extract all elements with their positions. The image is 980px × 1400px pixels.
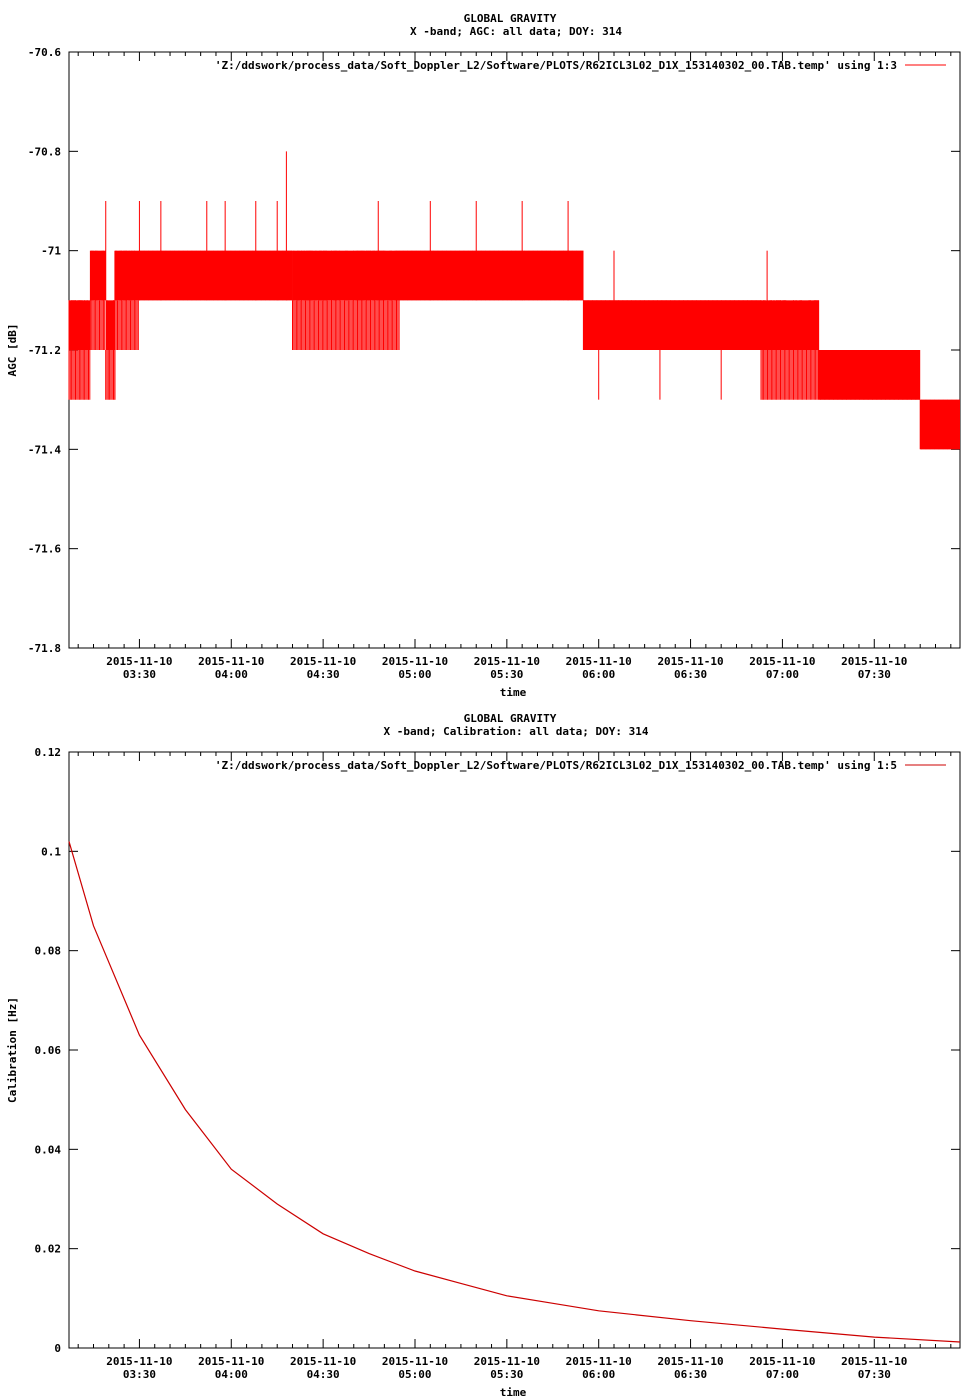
series-layer (68, 841, 961, 1343)
x-tick-label: 04:00 (215, 1368, 248, 1381)
x-tick-label: 07:00 (766, 668, 799, 681)
x-tick-label: 05:30 (490, 668, 523, 681)
agc-chart: GLOBAL GRAVITY X -band; AGC: all data; D… (6, 12, 961, 699)
y-tick-label: 0 (54, 1342, 61, 1355)
x-tick-label: 07:30 (858, 1368, 891, 1381)
y-tick-label: -71.8 (28, 642, 61, 655)
x-tick-label: 05:30 (490, 1368, 523, 1381)
chart-title: GLOBAL GRAVITY (464, 12, 557, 25)
y-tick-label: 0.06 (35, 1044, 62, 1057)
series-band (114, 250, 140, 301)
x-tick-label: 05:00 (398, 668, 431, 681)
x-tick-label: 2015-11-10 (382, 1355, 448, 1368)
x-tick-label: 2015-11-10 (198, 655, 264, 668)
series-line (68, 250, 960, 450)
y-tick-label: -70.8 (28, 145, 61, 158)
x-tick-label: 05:00 (398, 1368, 431, 1381)
x-axis-ticks: 2015-11-1003:302015-11-1004:002015-11-10… (77, 752, 952, 1381)
legend-label: 'Z:/ddswork/process_data/Soft_Doppler_L2… (215, 59, 897, 72)
x-tick-label: 06:00 (582, 1368, 615, 1381)
chart-subtitle: X -band; Calibration: all data; DOY: 314 (384, 725, 649, 738)
x-tick-label: 2015-11-10 (841, 1355, 907, 1368)
y-tick-label: -70.6 (28, 46, 61, 59)
x-tick-label: 03:30 (123, 668, 156, 681)
x-tick-label: 2015-11-10 (290, 655, 356, 668)
x-tick-label: 2015-11-10 (382, 655, 448, 668)
legend-label: 'Z:/ddswork/process_data/Soft_Doppler_L2… (215, 759, 897, 772)
y-axis-label: AGC [dB] (6, 324, 19, 377)
x-tick-label: 07:00 (766, 1368, 799, 1381)
x-tick-label: 2015-11-10 (106, 1355, 172, 1368)
x-tick-label: 04:30 (307, 1368, 340, 1381)
chart-title: GLOBAL GRAVITY (464, 712, 557, 725)
x-axis-label: time (500, 1386, 527, 1399)
x-tick-label: 06:00 (582, 668, 615, 681)
x-tick-label: 2015-11-10 (106, 655, 172, 668)
x-tick-label: 2015-11-10 (749, 655, 815, 668)
plot-frame (68, 751, 961, 1349)
x-tick-label: 2015-11-10 (841, 655, 907, 668)
x-tick-label: 2015-11-10 (749, 1355, 815, 1368)
x-axis-ticks: 2015-11-1003:302015-11-1004:002015-11-10… (77, 52, 952, 681)
y-tick-label: -71.6 (28, 543, 61, 556)
y-tick-label: 0.04 (35, 1143, 62, 1156)
x-tick-label: 2015-11-10 (474, 1355, 540, 1368)
x-tick-label: 06:30 (674, 668, 707, 681)
x-tick-label: 04:00 (215, 668, 248, 681)
y-tick-label: -71.2 (28, 344, 61, 357)
y-tick-label: -71.4 (28, 443, 61, 456)
x-tick-label: 07:30 (858, 668, 891, 681)
chart-subtitle: X -band; AGC: all data; DOY: 314 (410, 25, 622, 38)
series-band (105, 300, 115, 350)
x-tick-label: 03:30 (123, 1368, 156, 1381)
y-tick-label: 0.12 (35, 746, 62, 759)
x-tick-label: 2015-11-10 (474, 655, 540, 668)
y-tick-label: 0.08 (35, 945, 62, 958)
y-axis-ticks: 0.12 0.1 0.08 0.06 0.04 0.02 0 (35, 746, 960, 1355)
x-tick-label: 04:30 (307, 668, 340, 681)
y-axis-label: Calibration [Hz] (6, 997, 19, 1103)
calibration-chart: GLOBAL GRAVITY X -band; Calibration: all… (6, 712, 961, 1399)
y-tick-label: -71 (41, 245, 61, 258)
x-tick-label: 2015-11-10 (198, 1355, 264, 1368)
x-tick-label: 2015-11-10 (657, 655, 723, 668)
series-layer (68, 151, 960, 450)
x-tick-label: 06:30 (674, 1368, 707, 1381)
y-tick-label: 0.02 (35, 1243, 62, 1256)
x-tick-label: 2015-11-10 (657, 1355, 723, 1368)
series-line (68, 841, 961, 1343)
x-tick-label: 2015-11-10 (566, 1355, 632, 1368)
x-tick-label: 2015-11-10 (566, 655, 632, 668)
x-tick-label: 2015-11-10 (290, 1355, 356, 1368)
x-axis-label: time (500, 686, 527, 699)
y-tick-label: 0.1 (41, 845, 61, 858)
